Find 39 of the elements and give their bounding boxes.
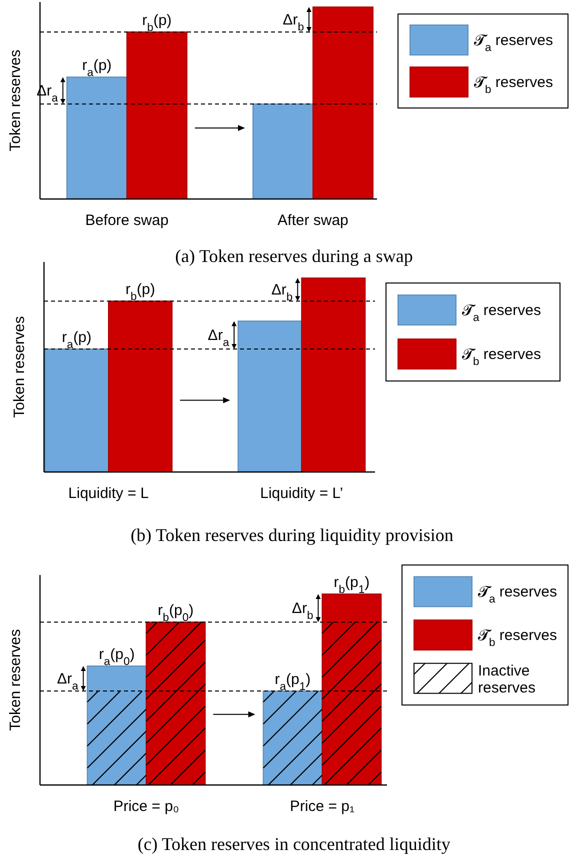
y-axis-title: Token reserves	[7, 629, 24, 731]
ref-line-label: Δr$_{a}$	[208, 327, 230, 350]
y-axis-title: Token reserves	[7, 50, 24, 152]
annotation: r$_{a}$(p$_{0}$)	[98, 646, 135, 668]
bar	[44, 348, 110, 472]
x-tick-label: Price = p₁	[290, 798, 355, 815]
text: (a) Token reserves during a swap	[175, 246, 413, 266]
x-tick-label: Liquidity = L’	[260, 485, 344, 502]
legend-label: 𝓣$_{a}$ reserves	[478, 584, 557, 606]
legend-label: 𝓣$_{b}$ reserves	[474, 74, 553, 96]
bar	[238, 320, 302, 472]
x-tick-label: After swap	[278, 212, 348, 229]
text: (c) Token reserves in concentrated liquidity	[138, 834, 450, 854]
ref-line-label: Δr$_{a}$	[57, 670, 80, 693]
y-axis-title: Token reserves	[11, 316, 28, 418]
x-tick-label: Liquidity = L	[68, 485, 149, 502]
annotation: r$_{a}$(p$_{1}$)	[274, 671, 311, 694]
legend-label: 𝓣$_{a}$ reserves	[474, 32, 553, 54]
bar	[301, 278, 366, 472]
bar	[312, 6, 374, 200]
text: (b) Token reserves during liquidity provision	[130, 525, 454, 545]
legend-label: 𝓣$_{a}$ reserves	[462, 302, 541, 324]
annotation: r$_{a}$(p)	[62, 329, 92, 352]
legend-label: 𝓣$_{b}$ reserves	[478, 627, 557, 649]
x-tick-label: Price = p₀	[113, 798, 180, 815]
bar	[126, 31, 188, 200]
bar	[66, 76, 128, 200]
text: Inactive reserves	[478, 662, 536, 696]
ref-line-label: Δr$_{b}$	[292, 600, 314, 622]
annotation: r$_{b}$(p)	[125, 281, 156, 304]
x-tick-label: Before swap	[85, 212, 169, 229]
legend-label: 𝓣$_{b}$ reserves	[462, 346, 541, 368]
annotation: r$_{b}$(p$_{0}$)	[158, 602, 194, 624]
annotation: r$_{b}$(p$_{1}$)	[334, 574, 370, 596]
bar	[108, 300, 173, 472]
bar	[252, 103, 314, 200]
annotation: r$_{b}$(p)	[142, 12, 172, 34]
annotation: r$_{a}$(p)	[82, 57, 112, 80]
ref-line-label: Δr$_{b}$	[282, 11, 304, 34]
